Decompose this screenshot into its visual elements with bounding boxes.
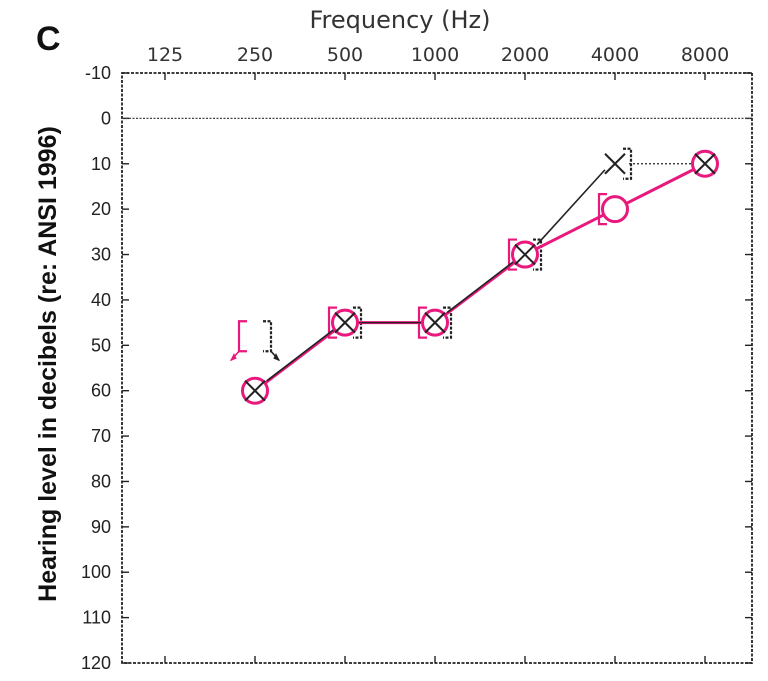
bone-bracket-left: [533, 238, 543, 271]
bone-bracket-right: [507, 238, 517, 271]
bone-bracket-left: [263, 320, 273, 353]
y-tick-label: 70: [91, 426, 111, 446]
series-markers: [241, 149, 719, 405]
x-marker-stroke: [604, 153, 626, 175]
x-marker-stroke: [514, 243, 536, 266]
bone-bracket-right: [327, 306, 337, 339]
y-tick-label: 90: [91, 517, 111, 537]
y-tick-labels: -10 0 10 20 30 40 50 60 70 80 90 100 110 120: [81, 63, 752, 673]
y-tick-label: 100: [81, 562, 111, 582]
y-tick-label: 50: [91, 335, 111, 355]
y-tick-label: 0: [101, 108, 111, 128]
x-marker-stroke: [244, 379, 266, 402]
x-tick-label: 250: [237, 44, 273, 66]
y-tick-label: 20: [91, 199, 111, 219]
x-tick-label: 500: [327, 44, 363, 66]
y-tick-label: 110: [82, 608, 111, 628]
bone-bracket-left: [443, 306, 453, 339]
left-ear-line-segment: [536, 169, 606, 246]
y-tick-label: 80: [91, 471, 111, 491]
left-ear-line-segment: [266, 327, 336, 382]
series-line-segment: [524, 207, 616, 256]
x-marker: [334, 311, 356, 334]
x-marker: [424, 311, 446, 334]
x-tick-label: 2000: [501, 44, 549, 66]
x-marker-stroke: [334, 311, 356, 334]
no-response-arrowhead: [273, 353, 281, 362]
x-marker-stroke: [424, 311, 446, 334]
x-axis-title: Frequency (Hz): [310, 6, 491, 34]
plot-frame: [121, 72, 753, 664]
series-line-segment: [614, 162, 706, 211]
x-marker-stroke: [694, 153, 716, 175]
x-tick-label: 1000: [411, 44, 459, 66]
y-tick-label: 30: [91, 245, 111, 265]
x-tick-labels: 125 250 500 1000 2000 4000 8000: [147, 44, 729, 663]
y-tick-label: 10: [91, 154, 111, 174]
no-response-arrowhead: [229, 353, 237, 362]
circle-marker: [601, 195, 629, 224]
series-lines: [254, 162, 706, 392]
x-marker: [604, 153, 626, 175]
y-tick-label: -10: [85, 63, 111, 83]
left-ear-line-segment: [446, 259, 516, 314]
x-marker: [514, 243, 536, 266]
x-marker: [244, 379, 266, 402]
y-axis-title: Hearing level in decibels (re: ANSI 1996…: [34, 126, 62, 602]
x-tick-label: 8000: [681, 44, 729, 66]
x-tick-label: 125: [147, 44, 183, 66]
panel-label: C: [36, 20, 61, 58]
y-tick-label: 120: [81, 653, 111, 673]
bone-bracket-right: [237, 320, 247, 353]
x-tick-label: 4000: [591, 44, 639, 66]
y-tick-label: 40: [91, 290, 111, 310]
bone-bracket-right: [597, 193, 607, 226]
y-tick-label: 60: [91, 381, 111, 401]
x-marker: [694, 153, 716, 175]
